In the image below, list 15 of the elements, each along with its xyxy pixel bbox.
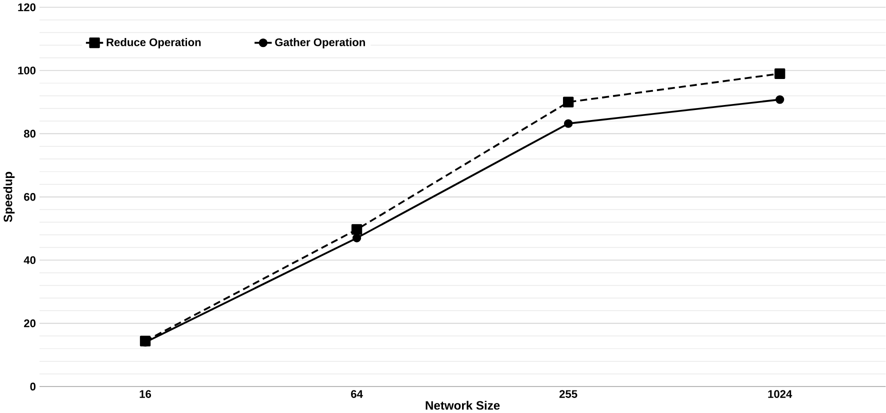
x-tick-label: 255 xyxy=(559,390,578,398)
x-tick-label: 64 xyxy=(351,390,363,398)
y-tick-label: 120 xyxy=(18,3,36,12)
y-axis-title: Speedup xyxy=(3,172,15,222)
legend-label: Gather Operation xyxy=(275,38,365,48)
y-tick-label: 20 xyxy=(24,319,36,328)
y-tick-label: 100 xyxy=(18,66,36,74)
y-tick-label: 80 xyxy=(24,130,36,138)
legend-label: Reduce Operation xyxy=(106,38,201,48)
x-tick-label: 1024 xyxy=(768,390,792,398)
y-tick-label: 0 xyxy=(30,382,36,390)
x-axis-title: Network Size xyxy=(426,400,500,410)
y-tick-label: 40 xyxy=(24,256,36,264)
y-tick-label: 60 xyxy=(24,192,36,201)
x-tick-label: 16 xyxy=(140,390,152,398)
